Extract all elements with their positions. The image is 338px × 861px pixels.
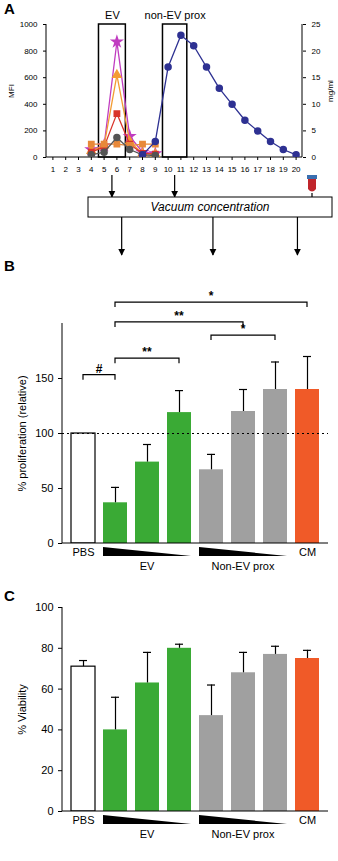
svg-text:800: 800 — [24, 47, 38, 56]
svg-text:20: 20 — [292, 165, 301, 174]
svg-text:5: 5 — [102, 165, 107, 174]
svg-text:% Viability: % Viability — [16, 684, 28, 735]
svg-text:50: 50 — [41, 482, 53, 494]
svg-text:80: 80 — [41, 642, 53, 654]
svg-text:% proliferation (relative): % proliferation (relative) — [16, 375, 28, 491]
svg-text:1: 1 — [51, 165, 56, 174]
svg-text:40: 40 — [41, 723, 53, 735]
svg-text:16: 16 — [240, 165, 249, 174]
svg-text:19: 19 — [279, 165, 288, 174]
svg-text:PBS: PBS — [72, 546, 94, 558]
svg-text:5: 5 — [312, 126, 317, 135]
svg-text:0: 0 — [47, 537, 53, 549]
svg-text:*: * — [209, 289, 214, 303]
svg-text:20: 20 — [312, 47, 321, 56]
svg-text:1000: 1000 — [20, 20, 38, 29]
svg-text:400: 400 — [24, 100, 38, 109]
svg-text:8: 8 — [140, 165, 145, 174]
svg-text:150: 150 — [35, 372, 53, 384]
svg-text:60: 60 — [41, 683, 53, 695]
svg-text:2: 2 — [63, 165, 68, 174]
svg-text:10: 10 — [312, 100, 321, 109]
svg-text:**: ** — [142, 345, 152, 359]
svg-text:18: 18 — [266, 165, 275, 174]
svg-text:**: ** — [174, 309, 184, 323]
svg-text:20: 20 — [41, 764, 53, 776]
html-text:A: A — [4, 0, 15, 17]
svg-text:EV: EV — [140, 828, 155, 840]
svg-text:9: 9 — [153, 165, 158, 174]
svg-text:EV: EV — [105, 9, 120, 21]
svg-text:200: 200 — [24, 126, 38, 135]
svg-text:Non-EV prox: Non-EV prox — [212, 828, 275, 840]
svg-text:7: 7 — [127, 165, 132, 174]
svg-text:non-EV prox: non-EV prox — [145, 9, 207, 21]
svg-text:600: 600 — [24, 73, 38, 82]
svg-text:25: 25 — [312, 20, 321, 29]
svg-text:100: 100 — [35, 601, 53, 613]
svg-text:100: 100 — [35, 427, 53, 439]
svg-text:17: 17 — [253, 165, 262, 174]
svg-text:0: 0 — [33, 153, 38, 162]
svg-text:CM: CM — [299, 814, 316, 826]
svg-text:14: 14 — [215, 165, 224, 174]
svg-text:MFI: MFI — [7, 84, 16, 98]
html-text:C: C — [4, 587, 15, 604]
svg-text:15: 15 — [228, 165, 237, 174]
svg-text:#: # — [96, 362, 103, 376]
svg-text:0: 0 — [312, 153, 317, 162]
svg-text:Vacuum concentration: Vacuum concentration — [151, 200, 270, 214]
svg-text:Non-EV prox: Non-EV prox — [212, 560, 275, 572]
svg-text:11: 11 — [177, 165, 186, 174]
svg-text:15: 15 — [312, 73, 321, 82]
svg-text:12: 12 — [189, 165, 198, 174]
svg-text:10: 10 — [164, 165, 173, 174]
svg-text:PBS: PBS — [72, 814, 94, 826]
svg-text:13: 13 — [202, 165, 211, 174]
svg-text:6: 6 — [115, 165, 120, 174]
svg-text:CM: CM — [299, 546, 316, 558]
svg-text:4: 4 — [89, 165, 94, 174]
svg-text:0: 0 — [47, 805, 53, 817]
svg-text:EV: EV — [140, 560, 155, 572]
html-text:B: B — [4, 257, 15, 274]
svg-text:3: 3 — [76, 165, 81, 174]
svg-text:mg/ml: mg/ml — [326, 80, 335, 102]
